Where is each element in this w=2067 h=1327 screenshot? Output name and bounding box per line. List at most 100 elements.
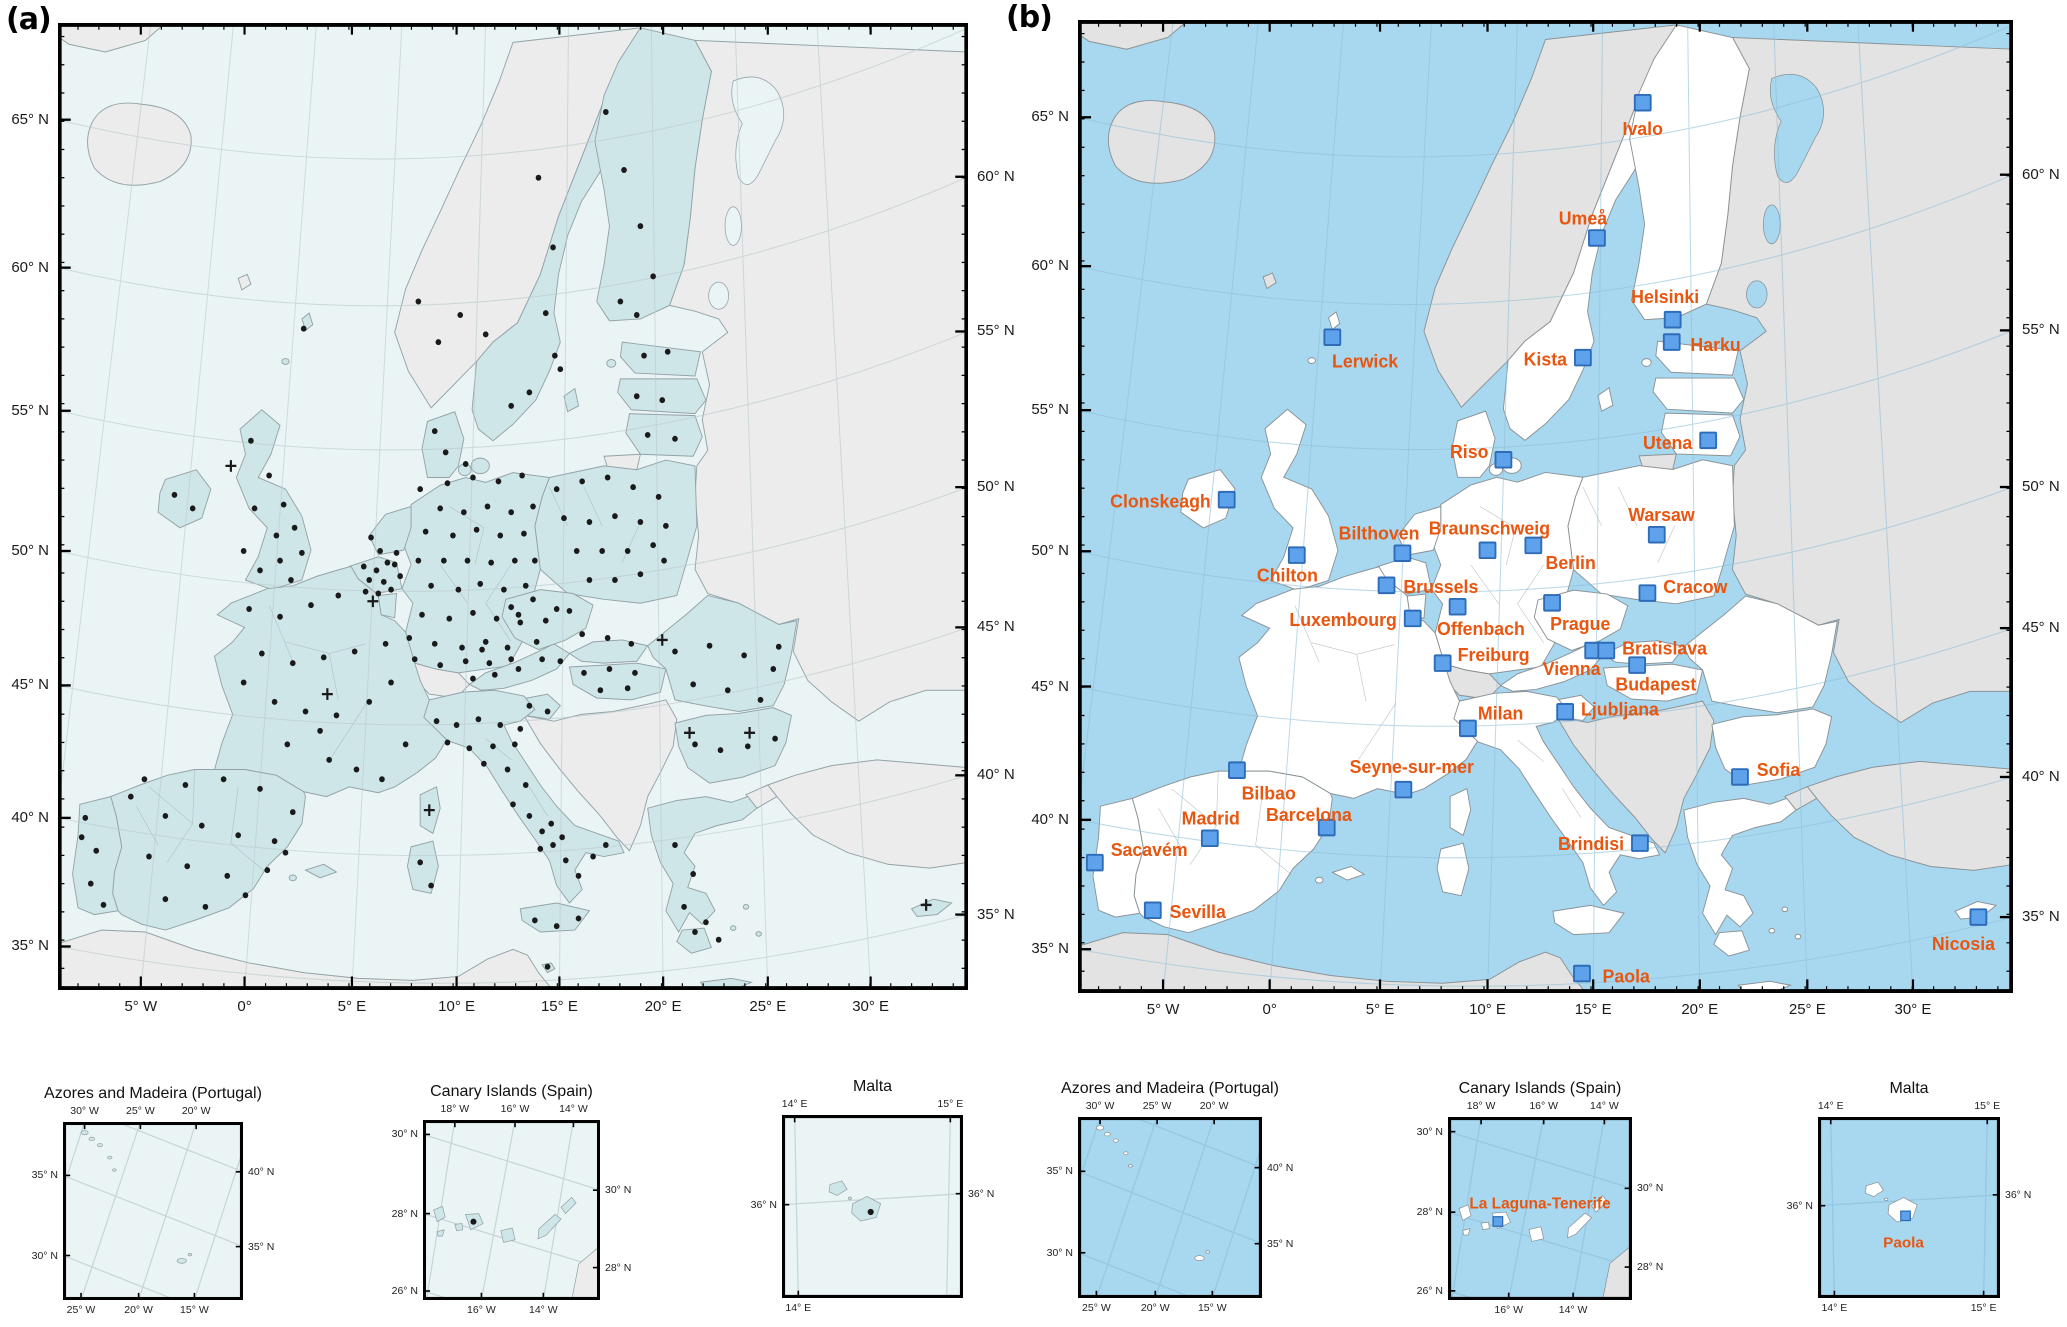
station-dot [741,652,747,659]
inset-azores-a [63,1122,243,1300]
inset-lat-right: 35° N [1267,1237,1294,1250]
station-dot [171,491,178,498]
station-dot [411,656,418,663]
inset-lon-top: 15° E [1974,1100,2001,1112]
station-dot [271,838,278,845]
inset-lon-top: 25° W [126,1105,155,1117]
station-label: Madrid [1182,808,1240,828]
inset-lon-top: 14° W [1590,1100,1619,1112]
inset-lat-left: 28° N [1416,1206,1443,1219]
station-dot [442,449,449,456]
station-dot [470,474,476,481]
station-dot [289,809,296,816]
station-dot [690,681,697,688]
panel-b-label: (b) [1006,0,1053,35]
lat-label-left: 35° N [1031,940,1069,958]
station-marker [1588,229,1606,247]
lon-label-bottom: 20° E [644,998,682,1015]
station-dot [557,366,564,373]
inset-lon-bottom: 16° W [1494,1304,1524,1316]
station-dot [127,793,134,800]
station-dot [422,528,429,535]
station-dot [360,563,367,570]
station-label: Bilbao [1242,783,1296,803]
station-label: Bratislava [1622,638,1708,658]
inset-border [423,1120,600,1300]
station-dot [602,841,609,848]
station-marker [1200,829,1219,848]
station-dot [621,166,627,173]
station-madrid: Madrid [1182,808,1240,848]
inset-lon-bottom: 20° W [1140,1302,1170,1314]
station-label: Chilton [1257,565,1318,585]
station-dot [632,669,638,676]
station-dot [532,917,538,924]
station-dot [146,853,152,860]
station-dot [655,493,662,500]
station-dot [530,503,536,510]
station-dot [775,643,782,650]
lat-label-left: 55° N [11,401,49,419]
station-dot [548,820,555,827]
inset-border [63,1122,243,1300]
lat-label-left: 45° N [11,676,49,694]
station-marker [1403,609,1422,628]
inset-lon-bottom: 15° W [1197,1302,1227,1314]
station-bilbao: Bilbao [1228,761,1296,803]
inset-lat-left: 35° N [1046,1165,1073,1178]
station-label: Vienna [1543,659,1602,679]
station-dot [757,696,764,703]
station-dot [162,812,169,819]
station-dot [515,611,522,618]
station-label: Ljubljana [1581,699,1660,719]
station-label: Offenbach [1437,619,1525,639]
station-dot [470,675,476,682]
station-barcelona: Barcelona [1266,804,1353,837]
inset-lon-top: 30° W [70,1105,99,1117]
station-dot [380,578,387,585]
station-dot [533,638,540,645]
station-cross [684,726,695,739]
station-dots [78,108,782,970]
station-dot [431,428,438,435]
station-dot [379,776,385,783]
station-brindisi: Brindisi [1558,834,1649,854]
inset-lon-top: 14° W [559,1103,588,1115]
station-dot [522,781,529,788]
station-dot [220,776,227,783]
station-dot [517,619,524,626]
station-dot [459,644,465,651]
station-dot [606,665,613,672]
station-warsaw: Warsaw [1628,505,1696,544]
station-label: Bilthoven [1339,523,1420,543]
station-cross [744,726,756,739]
station-dot [597,687,604,694]
station-marker [1556,703,1575,721]
inset-map [782,1115,963,1298]
station-dot [599,547,606,554]
station-ljubljana: Ljubljana [1556,699,1660,721]
inset-lat-left: 35° N [31,1169,58,1182]
station-dot [462,460,469,467]
station-dot [240,679,247,686]
station-dot [628,640,635,647]
station-label: Umeå [1559,208,1608,228]
station-milan: Milan [1459,703,1523,738]
station-dot [242,892,249,899]
inset-lat-right: 36° N [968,1187,995,1200]
station-dot [382,640,389,647]
station-dot [561,515,567,522]
lon-label-bottom: 5° E [337,998,367,1015]
inset-svg-malta: Paola [1818,1117,2000,1298]
lat-label-left: 60° N [11,258,49,276]
station-label: Riso [1450,442,1488,462]
station-dot [259,650,265,657]
station-label: Luxembourg [1289,610,1396,630]
station-marker [1287,546,1306,564]
station-dot [566,607,573,614]
station-cross [920,899,932,911]
station-dot [672,435,678,442]
inset-lat-left: 26° N [1416,1284,1443,1297]
station-dot [273,532,280,539]
station-luxembourg: Luxembourg [1289,609,1422,630]
